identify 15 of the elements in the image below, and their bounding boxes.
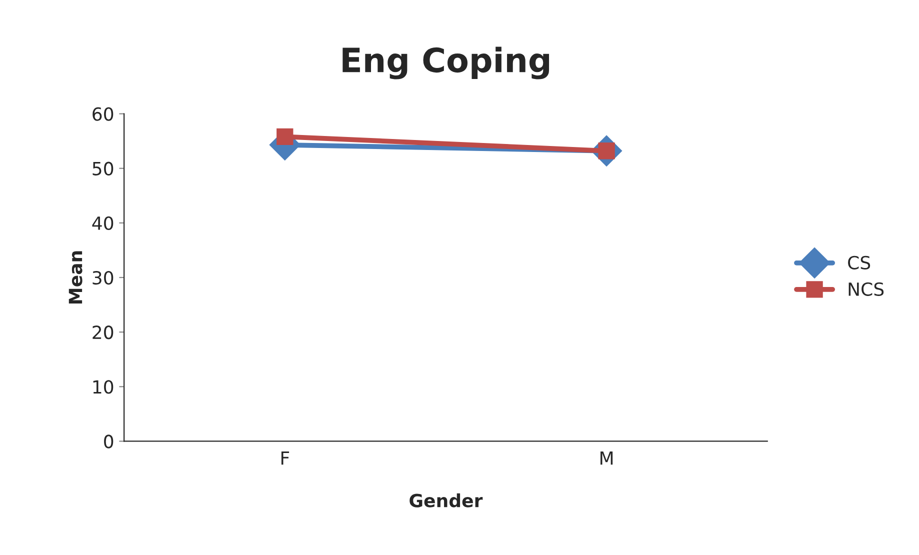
y-tick-label: 40 — [92, 216, 114, 230]
point — [276, 128, 294, 146]
x-tick-label: F — [281, 452, 290, 465]
y-tick-label: 20 — [92, 326, 114, 340]
x-tick-label: M — [600, 452, 613, 465]
y-tick-label: 10 — [93, 380, 114, 394]
y-tick-label: 60 — [92, 107, 114, 121]
y-tick-label: 0 — [104, 434, 114, 448]
legend-label: NCS — [848, 282, 884, 296]
y-axis-title: Mean — [68, 251, 82, 304]
legend-label: CS — [848, 256, 870, 270]
y-tick-label: 50 — [92, 162, 114, 176]
chart-title: Eng Coping — [342, 46, 550, 80]
x-axis-title: Gender — [410, 493, 483, 508]
y-tick-label: 30 — [92, 270, 114, 285]
